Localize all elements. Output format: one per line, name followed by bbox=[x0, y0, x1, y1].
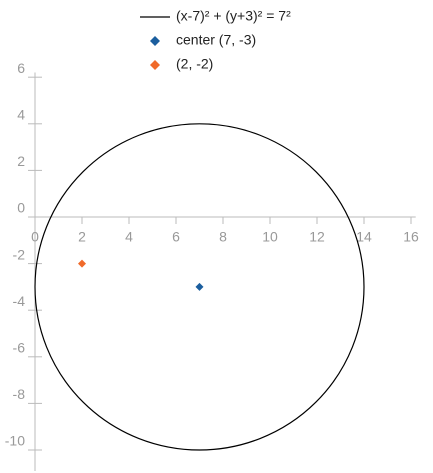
x-tick-label: 10 bbox=[262, 229, 278, 245]
legend-label: center (7, -3) bbox=[176, 32, 256, 48]
x-tick-label: 6 bbox=[172, 229, 180, 245]
x-tick-label: 16 bbox=[403, 229, 419, 245]
y-tick-label: -4 bbox=[13, 293, 26, 309]
x-tick-label: 2 bbox=[78, 229, 86, 245]
legend-marker bbox=[150, 36, 160, 46]
y-tick-label: -10 bbox=[5, 433, 25, 449]
y-tick-label: 4 bbox=[17, 107, 25, 123]
y-tick-label: -6 bbox=[13, 340, 26, 356]
point bbox=[195, 282, 204, 291]
point bbox=[78, 259, 86, 268]
legend-marker bbox=[150, 60, 160, 70]
x-tick-label: 12 bbox=[309, 229, 325, 245]
y-tick-label: 6 bbox=[17, 60, 25, 76]
x-tick-label: 0 bbox=[31, 229, 39, 245]
y-tick-label: -8 bbox=[13, 386, 26, 402]
legend-label: (2, -2) bbox=[176, 56, 213, 72]
x-tick-label: 14 bbox=[356, 229, 372, 245]
legend-label: (x-7)² + (y+3)² = 7² bbox=[176, 8, 291, 24]
y-tick-label: 2 bbox=[17, 153, 25, 169]
y-tick-label: 0 bbox=[17, 200, 25, 216]
x-tick-label: 8 bbox=[219, 229, 227, 245]
circle-curve bbox=[34, 123, 365, 451]
x-tick-label: 4 bbox=[125, 229, 133, 245]
y-tick-label: -2 bbox=[13, 246, 26, 262]
